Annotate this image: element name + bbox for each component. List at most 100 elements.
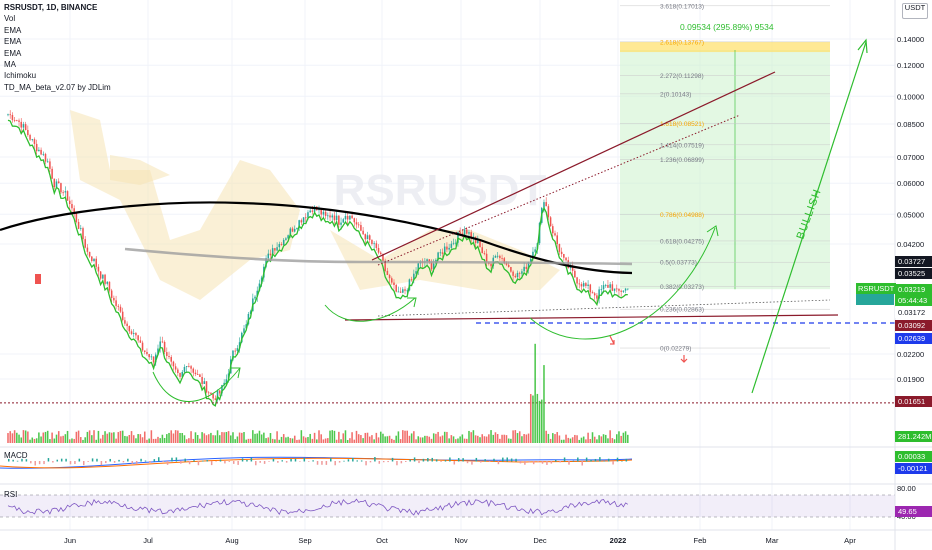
macd-histogram (38, 461, 41, 465)
volume-bar (483, 436, 486, 443)
price-tag-4-text: 0.03092 (898, 321, 926, 330)
macd-histogram (131, 461, 134, 464)
indicator-ema-1[interactable]: EMA (4, 25, 22, 35)
candle (355, 222, 358, 225)
volume-bar (181, 433, 184, 443)
bullish-arrow (751, 41, 867, 394)
volume-bar (137, 434, 139, 443)
indicator-ichimoku[interactable]: Ichimoku (4, 71, 37, 81)
red-down-arrow (680, 355, 688, 363)
indicator-ma[interactable]: MA (4, 60, 16, 70)
rising-wedge-upper (371, 71, 776, 261)
volume-bar (80, 437, 82, 443)
volume-bar (589, 439, 592, 443)
candle (615, 288, 618, 290)
volume-bar (293, 435, 296, 443)
volume-bar (402, 430, 404, 443)
candle (569, 266, 572, 269)
candle (181, 371, 184, 377)
candle (234, 350, 236, 352)
volume-bar (492, 434, 495, 443)
macd-histogram (519, 461, 522, 464)
candle (139, 340, 142, 343)
macd-histogram (594, 458, 597, 462)
volume-bar (379, 431, 382, 443)
volume-bar (549, 438, 552, 443)
macd-histogram (405, 461, 407, 462)
macd-histogram (259, 461, 261, 463)
y-tick-label: 0.06000 (897, 179, 924, 188)
indicator-td-ma[interactable]: TD_MA_beta_v2.07 by JDLim (4, 82, 111, 92)
candle (207, 392, 210, 394)
currency-label: USDT (904, 3, 926, 12)
volume-bar (534, 343, 536, 443)
candle (413, 273, 415, 280)
candle (622, 290, 625, 292)
candle (510, 266, 512, 272)
candle (446, 246, 448, 250)
candle (624, 288, 627, 291)
macd-histogram (418, 461, 420, 464)
candle (117, 305, 120, 307)
volume-bar (33, 438, 36, 443)
volume-bar (168, 432, 170, 443)
candle (311, 210, 314, 212)
x-tick-label: Jun (64, 536, 76, 545)
macd-histogram (422, 458, 425, 462)
candle (576, 277, 578, 284)
volume-bar (488, 434, 490, 443)
volume-bar (525, 434, 528, 443)
x-tick-label: Nov (454, 536, 468, 545)
candle (18, 120, 20, 122)
volume-bar (159, 438, 161, 443)
macd-histogram (47, 458, 50, 462)
candle (254, 296, 256, 299)
macd-histogram (87, 461, 89, 462)
candle (309, 210, 311, 213)
volume-bar (602, 434, 605, 443)
volume-bar (437, 431, 439, 443)
volume-bar (406, 430, 408, 443)
volume-bar (135, 438, 137, 443)
volume-bar (22, 430, 25, 443)
volume-bar (93, 430, 95, 443)
candle (276, 247, 278, 251)
volume-bar (230, 435, 232, 443)
candle (395, 284, 397, 292)
volume-bar (496, 434, 499, 443)
volume-bar (234, 439, 236, 443)
fib-label: 1.414(0.07519) (660, 142, 704, 149)
indicator-ema-2[interactable]: EMA (4, 37, 22, 47)
volume-bar (421, 437, 424, 443)
volume-bar (241, 432, 243, 443)
chart-legend: RSRUSDT, 1D, BINANCE Vol EMA EMA EMA MA … (4, 2, 111, 93)
volume-bar (466, 438, 468, 443)
volume-bar (477, 435, 479, 443)
volume-bar (355, 430, 358, 443)
indicator-vol[interactable]: Vol (4, 14, 16, 24)
indicator-ema-3[interactable]: EMA (4, 48, 22, 58)
volume-bar (307, 437, 309, 443)
candle (190, 366, 192, 369)
volume-bar (190, 431, 192, 443)
volume-bar (130, 431, 133, 443)
candle (481, 247, 483, 254)
volume-bar (210, 432, 212, 443)
candle (51, 168, 53, 179)
volume-bar (329, 430, 331, 443)
candle (174, 366, 177, 370)
bullish-arrowhead (857, 38, 868, 54)
price-tag-3: 0.03172 (895, 307, 932, 318)
macd-histogram (356, 460, 358, 462)
macd-histogram (330, 458, 332, 462)
candle (406, 290, 408, 292)
macd-histogram (409, 459, 411, 462)
candle (417, 263, 420, 272)
macd-histogram (303, 458, 306, 462)
candle (137, 335, 139, 341)
macd-histogram (541, 461, 544, 464)
candle (415, 271, 417, 274)
volume-bar (426, 435, 428, 443)
currency-button[interactable]: USDT (902, 3, 928, 19)
